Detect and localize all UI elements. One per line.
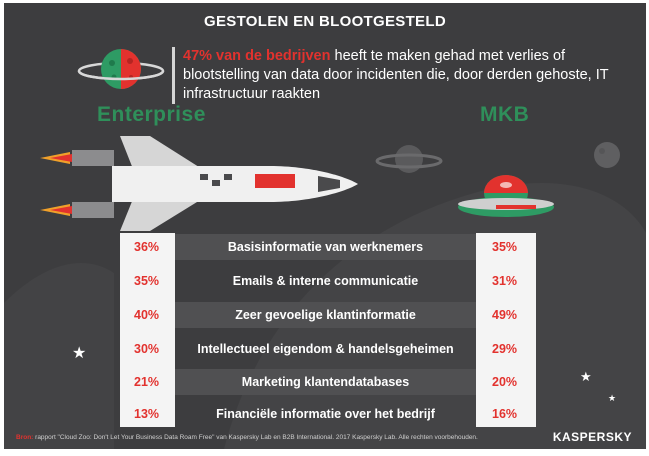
mkb-value: 31%: [492, 274, 518, 288]
moon-icon: [594, 142, 620, 168]
row-label: Intellectueel eigendom & handelsgeheimen: [197, 342, 454, 356]
mkb-value: 35%: [492, 240, 518, 254]
space-shuttle-icon: [40, 136, 358, 231]
row-band: [175, 234, 476, 260]
infographic: GESTOLEN EN BLOOTGESTELD 47% van de bedr…: [4, 3, 646, 449]
column-label-enterprise: Enterprise: [97, 103, 206, 126]
source-label: Bron:: [16, 434, 34, 441]
enterprise-value: 21%: [134, 375, 160, 389]
table-row: 36% Basisinformatie van werknemers 35%: [120, 234, 536, 260]
enterprise-value: 30%: [134, 342, 160, 356]
row-label: Marketing klantendatabases: [241, 375, 410, 389]
row-band: [175, 369, 476, 395]
row-label: Basisinformatie van werknemers: [227, 240, 424, 254]
mkb-value: 20%: [492, 375, 518, 389]
enterprise-value: 35%: [134, 274, 160, 288]
brand-logo: KASPERSKY: [552, 430, 632, 444]
table-row: 35% Emails & interne communicatie 31%: [120, 268, 536, 294]
table-row: 13% Financiële informatie over het bedri…: [120, 401, 536, 427]
row-label: Financiële informatie over het bedrijf: [216, 407, 435, 421]
star-icon: ★: [72, 345, 87, 362]
ufo-icon: [458, 175, 554, 217]
enterprise-value: 13%: [134, 407, 160, 421]
planet-icon: [77, 49, 165, 89]
lead-statement: 47% van de bedrijven heeft te maken geha…: [172, 47, 623, 104]
enterprise-column-bg: [120, 233, 175, 427]
row-band: [175, 302, 476, 328]
table-row: 30% Intellectueel eigendom & handelsgehe…: [120, 336, 536, 362]
column-label-mkb: MKB: [480, 103, 530, 126]
mkb-value: 16%: [492, 407, 518, 421]
lead-text: heeft te maken gehad met verlies of bloo…: [183, 48, 609, 102]
page-title: GESTOLEN EN BLOOTGESTELD: [204, 13, 446, 30]
source-text: rapport "Cloud Zoo: Don't Let Your Busin…: [33, 434, 478, 441]
source-footnote: Bron: rapport "Cloud Zoo: Don't Let Your…: [16, 434, 478, 441]
lead-highlight: 47% van de bedrijven: [183, 48, 331, 64]
mkb-column-bg: [476, 233, 536, 427]
table-row: 21% Marketing klantendatabases 20%: [120, 369, 536, 395]
table-row: 40% Zeer gevoelige klantinformatie 49%: [120, 302, 536, 328]
row-label: Zeer gevoelige klantinformatie: [235, 308, 416, 322]
enterprise-value: 36%: [134, 240, 160, 254]
saturn-icon: [375, 145, 443, 173]
row-label: Emails & interne communicatie: [232, 274, 419, 288]
mkb-value: 49%: [492, 308, 518, 322]
mkb-value: 29%: [492, 342, 518, 356]
enterprise-value: 40%: [134, 308, 160, 322]
star-icon: ★: [580, 369, 592, 384]
star-icon: ★: [608, 393, 617, 403]
